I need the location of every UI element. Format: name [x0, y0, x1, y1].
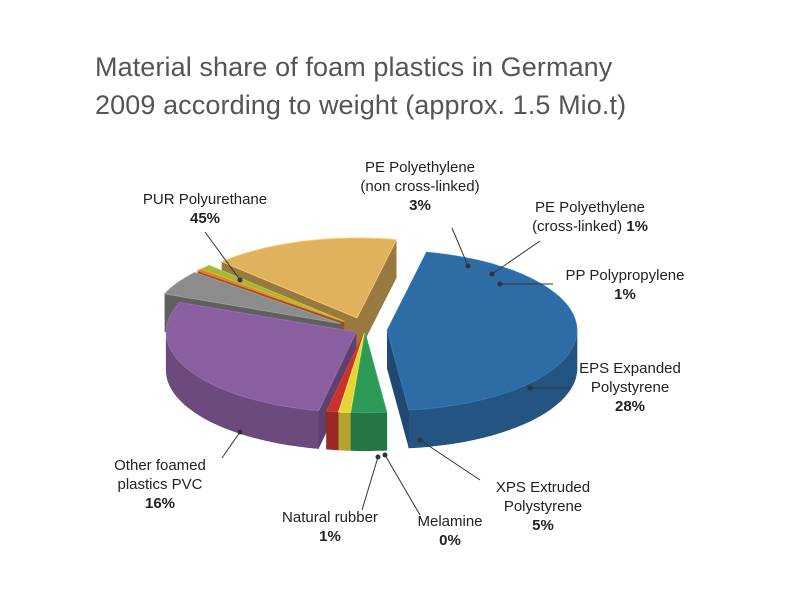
- pie-slice-top-pvc: [220, 237, 398, 319]
- label-pe-nc-name-1: PE Polyethylene: [364, 159, 476, 176]
- pie-slice-top-pp: [325, 332, 365, 413]
- label-pvc: Other foamed plastics PVC 16%: [85, 456, 235, 513]
- leader-dot-pur: [237, 277, 243, 283]
- leader-line-xps: [419, 439, 481, 481]
- label-xps-value: 5%: [532, 517, 554, 534]
- label-eps-value: 28%: [614, 398, 646, 415]
- pie-slice-top-melamine: [196, 268, 344, 323]
- label-melamine-value: 0%: [439, 532, 461, 549]
- label-pvc-name-1: Other foamed: [114, 457, 206, 474]
- pie-slice-side-pe_nc: [350, 411, 388, 451]
- leader-dot-melamine: [382, 452, 388, 458]
- pie-slice-cut-pvc-1: [357, 239, 397, 356]
- label-rubber-value: 1%: [319, 528, 341, 545]
- leader-dot-pvc: [237, 429, 243, 435]
- pie-slice-side-pe_cl: [338, 411, 351, 451]
- label-eps-name-1: EPS Expanded: [579, 360, 681, 377]
- label-eps-name-2: Polystyrene: [590, 379, 670, 396]
- leader-dot-pp: [497, 281, 503, 287]
- pie-slice-top-pe_cl: [338, 332, 365, 413]
- pie-slice-top-xps: [163, 271, 342, 324]
- label-pp-value: 1%: [614, 286, 636, 303]
- pie-slice-top-rubber: [199, 264, 345, 322]
- label-pe-noncrosslinked: PE Polyethylene (non cross-linked) 3%: [345, 158, 495, 215]
- label-pp: PP Polypropylene 1%: [550, 266, 700, 304]
- leader-dot-pe_cl: [489, 271, 495, 277]
- pie-slice-top-eps: [165, 301, 357, 412]
- pie-slice-top-pe_nc: [350, 332, 388, 414]
- label-xps: XPS Extruded Polystyrene 5%: [478, 478, 608, 535]
- label-pp-name: PP Polypropylene: [565, 267, 685, 284]
- chart-title-line-2: 2009 according to weight (approx. 1.5 Mi…: [95, 90, 627, 120]
- label-eps: EPS Expanded Polystyrene 28%: [565, 359, 695, 416]
- label-xps-name-1: XPS Extruded: [495, 479, 591, 496]
- label-rubber-name: Natural rubber: [282, 509, 378, 526]
- label-pur-value: 45%: [189, 210, 221, 227]
- label-pvc-name-2: plastics PVC: [117, 476, 203, 493]
- leader-dot-pe_nc: [465, 263, 471, 269]
- leader-dot-rubber: [375, 454, 381, 460]
- label-melamine: Melamine 0%: [400, 512, 500, 550]
- label-natural-rubber: Natural rubber 1%: [265, 508, 395, 546]
- leader-line-pvc: [221, 431, 241, 459]
- label-pur: PUR Polyurethane 45%: [120, 190, 290, 228]
- label-pe-cl-value: 1%: [626, 218, 648, 235]
- chart-title-line-1: Material share of foam plastics in Germa…: [95, 52, 613, 82]
- leader-dot-xps: [417, 437, 423, 443]
- pie-slice-top-pur: [386, 251, 578, 411]
- label-pur-name: PUR Polyurethane: [142, 191, 268, 208]
- leader-line-pur: [204, 231, 241, 281]
- leader-line-rubber: [361, 456, 379, 511]
- leader-line-pe_cl: [491, 240, 541, 275]
- leader-dot-eps: [527, 385, 533, 391]
- label-pe-nc-name-2: (non cross-linked): [360, 178, 480, 195]
- pie-slice-cut-pur-1: [387, 330, 409, 448]
- pie-slice-pur: [386, 251, 578, 449]
- label-xps-name-2: Polystyrene: [503, 498, 583, 515]
- label-pe-nc-value: 3%: [409, 197, 431, 214]
- label-pe-crosslinked: PE Polyethylene (cross-linked) 1%: [505, 198, 675, 236]
- label-melamine-name: Melamine: [417, 513, 483, 530]
- pie-slice-side-pp: [326, 410, 339, 451]
- label-pe-cl-name-2: (cross-linked): [532, 218, 623, 235]
- label-pvc-value: 16%: [144, 495, 176, 512]
- leader-line-melamine: [384, 454, 421, 516]
- leader-line-pe_nc: [451, 227, 469, 267]
- label-pe-cl-name-1: PE Polyethylene: [534, 199, 646, 216]
- pie-slice-pe_nc: [350, 332, 388, 451]
